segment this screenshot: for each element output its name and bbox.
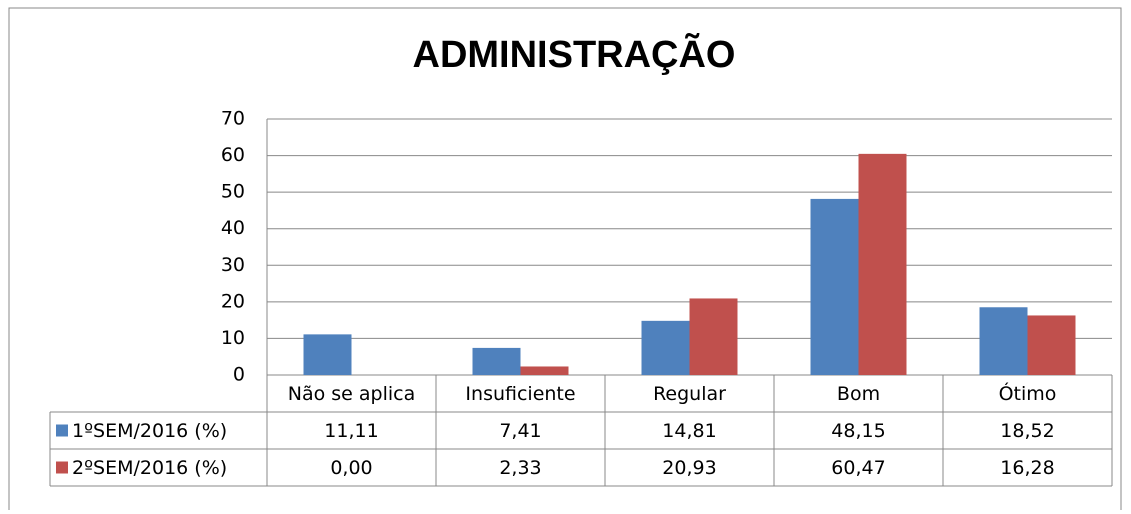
bar (1027, 315, 1076, 375)
bar (303, 334, 352, 375)
bar (979, 307, 1028, 375)
bar (689, 298, 738, 375)
category-label: Insuficiente (465, 383, 575, 405)
legend-label: 1ºSEM/2016 (%) (72, 420, 227, 442)
legend-swatch (56, 461, 68, 474)
data-table-value: 7,41 (499, 420, 541, 442)
y-tick-label: 70 (221, 108, 245, 130)
data-table-value: 14,81 (662, 420, 716, 442)
y-tick-label: 40 (221, 217, 245, 239)
y-tick-label: 50 (221, 181, 245, 203)
category-label: Bom (837, 383, 880, 405)
legend-swatch (56, 424, 68, 437)
data-table-value: 20,93 (662, 457, 716, 479)
category-label: Regular (653, 383, 726, 405)
data-table-value: 2,33 (499, 457, 541, 479)
y-tick-label: 60 (221, 144, 245, 166)
bar (810, 198, 859, 375)
chart-title: ADMINISTRAÇÃO (413, 32, 736, 76)
bar (641, 320, 690, 375)
data-table-value: 16,28 (1000, 457, 1054, 479)
y-tick-label: 0 (233, 364, 245, 386)
data-table-value: 18,52 (1000, 420, 1054, 442)
bar (520, 366, 569, 375)
y-tick-label: 10 (221, 327, 245, 349)
bar (472, 347, 521, 375)
data-table-value: 11,11 (324, 420, 378, 442)
y-tick-label: 20 (221, 290, 245, 312)
legend-label: 2ºSEM/2016 (%) (72, 457, 227, 479)
category-label: Não se aplica (288, 383, 416, 405)
data-table-value: 48,15 (831, 420, 885, 442)
data-table-value: 60,47 (831, 457, 885, 479)
chart-border (8, 7, 1122, 514)
y-tick-label: 30 (221, 254, 245, 276)
data-table-value: 0,00 (330, 457, 372, 479)
bar (858, 153, 907, 375)
category-label: Ótimo (999, 381, 1057, 405)
